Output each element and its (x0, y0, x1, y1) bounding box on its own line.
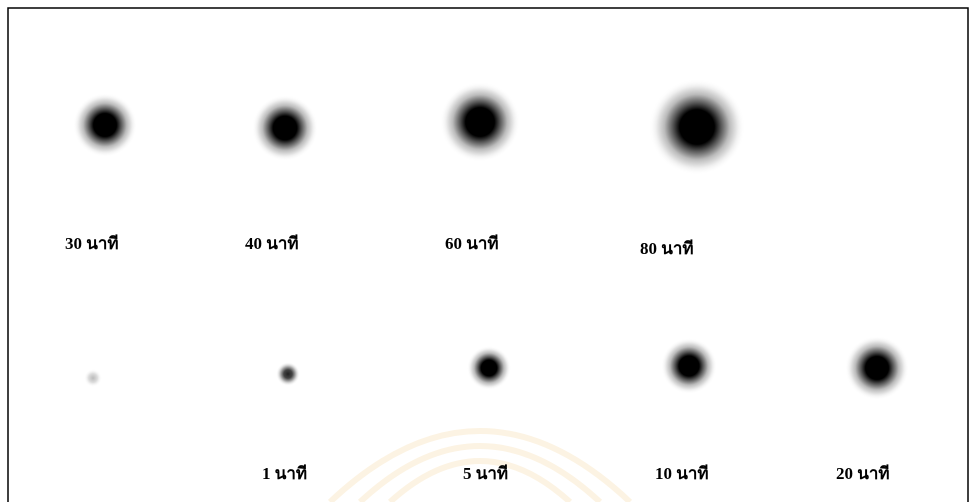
spot (845, 336, 909, 400)
spot-label: 1 นาที (262, 463, 307, 483)
spot-label: 5 นาที (463, 463, 508, 483)
spot-label: 30 นาที (65, 233, 119, 253)
spot-label: 40 นาที (245, 233, 299, 253)
spot-label: 10 นาที (655, 463, 709, 483)
spot (661, 338, 717, 394)
spot (84, 369, 102, 387)
page: 30 นาที 40 นาที 60 นาที 80 นาที 1 นาที 5… (0, 0, 973, 502)
spot (252, 95, 318, 161)
spot-label: 80 นาที (640, 238, 694, 258)
spot (73, 93, 137, 157)
spot (649, 79, 745, 175)
spot (467, 346, 511, 390)
spot (440, 82, 520, 162)
spot-label: 60 นาที (445, 233, 499, 253)
spot-label: 20 นาที (836, 463, 890, 483)
figure: 30 นาที 40 นาที 60 นาที 80 นาที 1 นาที 5… (0, 0, 973, 502)
spot (276, 362, 300, 386)
